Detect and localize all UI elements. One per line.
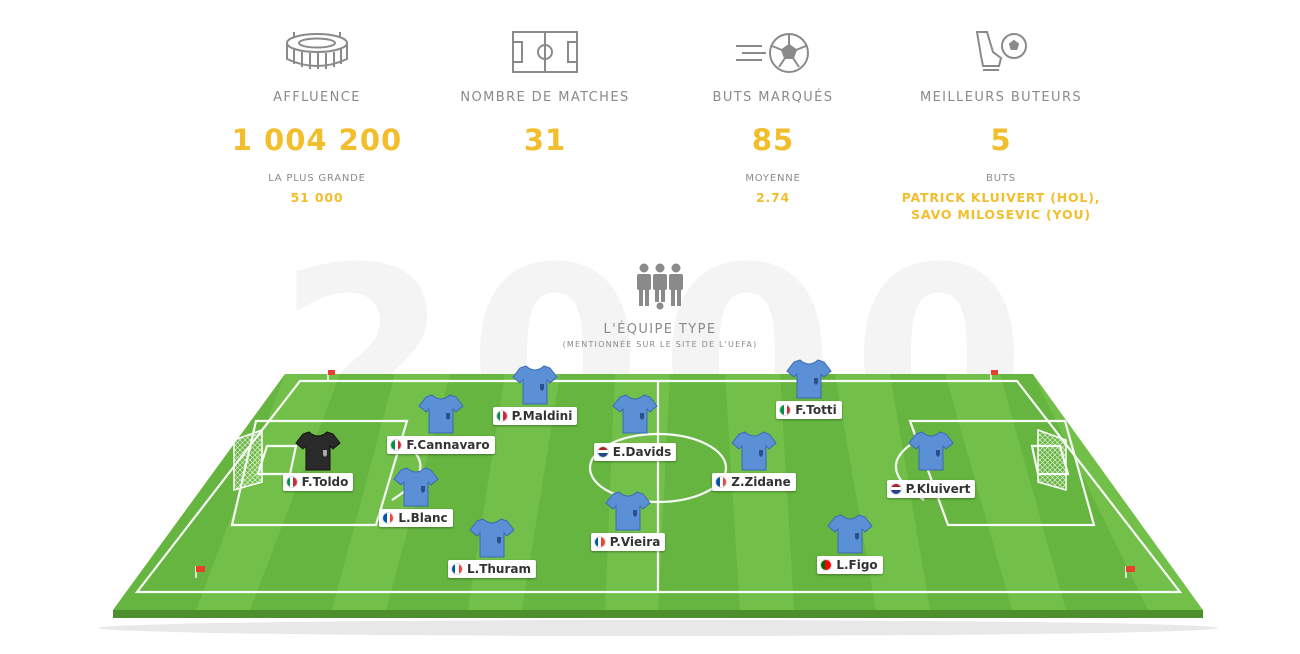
stat-value: 31 (523, 123, 567, 157)
team-header: L'ÉQUIPE TYPE (MENTIONNÉE SUR LE SITE DE… (470, 262, 850, 349)
shirt-icon (393, 467, 439, 507)
player-name-tag: F.Cannavaro (387, 436, 495, 454)
top-scorer-2: SAVO MILOSEVIC (YOU) (911, 207, 1091, 222)
shirt-icon (786, 359, 832, 399)
player-thuram[interactable]: L.Thuram (432, 517, 552, 578)
player-zidane[interactable]: Z.Zidane (694, 430, 814, 491)
team-subtitle: (MENTIONNÉE SUR LE SITE DE L'UEFA) (562, 340, 758, 349)
stat-goals: BUTS MARQUÉS 85 MOYENNE 2.74 (658, 26, 888, 206)
player-name: E.Davids (612, 444, 672, 459)
stat-sub-value: 51 000 (290, 190, 344, 205)
shirt-icon (731, 431, 777, 471)
shirt-icon (512, 365, 558, 405)
player-name: F.Toldo (301, 475, 349, 489)
player-name-tag: E.Davids (593, 442, 677, 461)
italy-flag-icon (495, 410, 508, 422)
boot-ball-icon (886, 26, 1116, 78)
right-goal (1037, 428, 1067, 491)
stat-top-scorers: MEILLEURS BUTEURS 5 BUTS PATRICK KLUIVER… (886, 26, 1116, 223)
stat-label: BUTS MARQUÉS (712, 90, 834, 105)
player-name: F.Cannavaro (406, 438, 490, 452)
stat-sub-label: LA PLUS GRANDE (268, 173, 366, 184)
player-kluivert[interactable]: P.Kluivert (871, 430, 991, 498)
stat-value: 85 (751, 123, 795, 157)
goalkeeper-shirt-icon (295, 431, 341, 471)
shirt-icon (605, 491, 651, 531)
player-vieira[interactable]: P.Vieira (568, 490, 688, 551)
player-totti[interactable]: F.Totti (749, 358, 869, 419)
player-name: F.Totti (795, 403, 837, 417)
player-name: P.Kluivert (905, 481, 971, 496)
player-maldini[interactable]: P.Maldini (475, 364, 595, 425)
stat-attendance: AFFLUENCE 1 004 200 LA PLUS GRANDE 51 00… (202, 26, 432, 206)
player-name-tag: L.Figo (817, 556, 883, 574)
stadium-icon (202, 26, 432, 78)
france-flag-icon (593, 536, 606, 548)
stat-value: 5 (990, 123, 1012, 157)
netherlands-flag-icon (889, 482, 902, 495)
italy-flag-icon (285, 476, 298, 488)
italy-flag-icon (779, 404, 792, 416)
stat-label: MEILLEURS BUTEURS (919, 90, 1083, 105)
player-name: Z.Zidane (731, 475, 791, 489)
team-title: L'ÉQUIPE TYPE (603, 322, 717, 337)
shirt-icon (908, 431, 954, 471)
player-davids[interactable]: E.Davids (575, 393, 695, 461)
stat-label: AFFLUENCE (273, 90, 361, 105)
player-name-tag: F.Totti (776, 401, 842, 419)
player-toldo[interactable]: F.Toldo (258, 430, 378, 491)
corner-flag-icon (195, 370, 1135, 578)
stat-sub-value: 2.74 (755, 190, 791, 205)
france-flag-icon (382, 512, 395, 524)
stat-sub-label: BUTS (986, 173, 1016, 184)
player-name-tag: P.Kluivert (886, 479, 976, 498)
player-name-tag: L.Thuram (448, 560, 536, 578)
player-name: L.Blanc (398, 511, 448, 525)
stat-matches: NOMBRE DE MATCHES 31 (430, 26, 660, 157)
shirt-icon (827, 514, 873, 554)
team-icon (470, 262, 850, 314)
player-name-tag: L.Blanc (379, 509, 453, 527)
player-name: L.Figo (836, 558, 878, 572)
player-name: P.Maldini (511, 409, 573, 423)
shirt-icon (418, 394, 464, 434)
player-blanc[interactable]: L.Blanc (356, 466, 476, 527)
player-name-tag: Z.Zidane (712, 473, 796, 491)
stat-value: 1 004 200 (231, 123, 403, 157)
player-name: P.Vieira (609, 535, 661, 549)
france-flag-icon (715, 476, 728, 488)
shirt-icon (469, 518, 515, 558)
player-cannavaro[interactable]: F.Cannavaro (381, 393, 501, 454)
france-flag-icon (451, 563, 463, 575)
player-figo[interactable]: L.Figo (790, 513, 910, 574)
player-name-tag: P.Vieira (590, 533, 666, 551)
netherlands-flag-icon (596, 445, 609, 458)
stat-label: NOMBRE DE MATCHES (460, 90, 630, 105)
italy-flag-icon (390, 439, 403, 451)
left-goal (233, 428, 263, 491)
stat-sub-value: PATRICK KLUIVERT (HOL), SAVO MILOSEVIC (… (886, 189, 1116, 223)
ball-icon (658, 26, 888, 78)
top-scorer-1: PATRICK KLUIVERT (HOL), (901, 190, 1101, 205)
portugal-flag-icon (820, 559, 833, 571)
player-name: L.Thuram (467, 562, 531, 576)
player-name-tag: P.Maldini (492, 407, 578, 425)
pitch-icon (430, 26, 660, 78)
shirt-icon (612, 394, 658, 434)
player-name-tag: F.Toldo (282, 473, 354, 491)
stat-sub-label: MOYENNE (745, 173, 801, 184)
